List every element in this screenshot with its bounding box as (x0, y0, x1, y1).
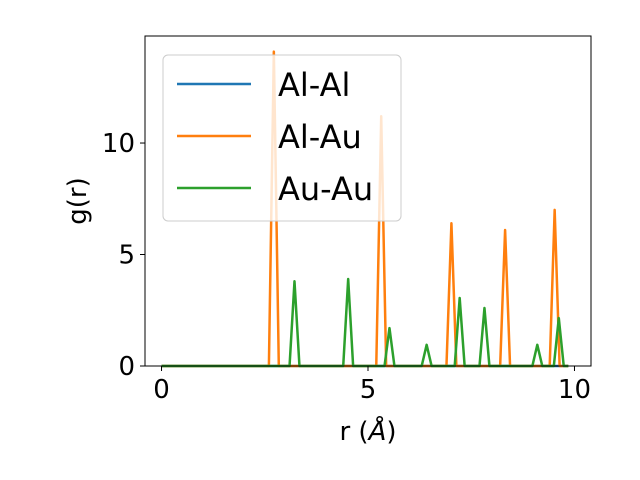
x-tick-label: 5 (360, 375, 377, 405)
series-line-al-au (161, 50, 569, 368)
y-tick-label: 10 (102, 129, 135, 159)
y-tick-label: 5 (118, 241, 135, 271)
legend-label-au-au: Au-Au (278, 170, 373, 208)
y-tick-label: 0 (118, 352, 135, 382)
x-axis-label: r (Å) (339, 415, 396, 447)
legend-label-al-au: Al-Au (278, 118, 362, 156)
x-tick-label: 0 (153, 375, 170, 405)
legend-box (162, 54, 402, 222)
x-tick-label: 10 (558, 375, 591, 405)
legend-label-al-al: Al-Al (278, 66, 350, 104)
ticks: 0 5 10 0 5 10 (102, 129, 591, 405)
y-axis-label: g(r) (63, 177, 93, 224)
legend: Al-Al Al-Au Au-Au (162, 54, 402, 222)
